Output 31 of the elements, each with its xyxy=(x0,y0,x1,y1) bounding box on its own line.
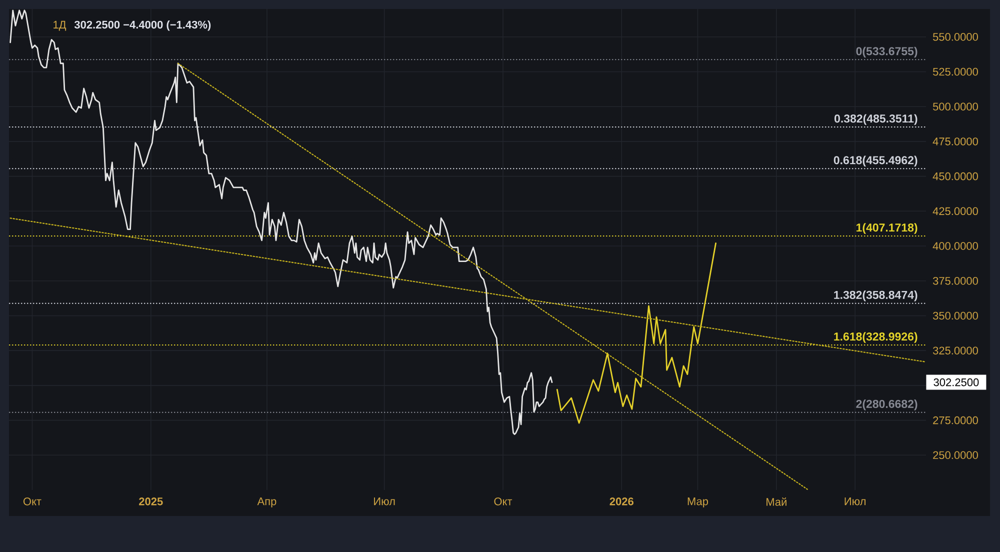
y-tick-label: 500.0000 xyxy=(932,102,978,110)
y-tick-label: 250.0000 xyxy=(933,451,978,460)
ref-line-label: 1.618(328.9926) xyxy=(834,332,918,343)
y-tick-label: 475.0000 xyxy=(932,138,978,146)
x-tick-label: Окт xyxy=(23,498,42,506)
y-tick-label: 375.0000 xyxy=(932,276,978,285)
x-tick-label: Апр xyxy=(257,498,276,508)
y-tick-label: 325.0000 xyxy=(932,346,978,354)
ref-line-label: 0(533.6755) xyxy=(856,46,918,58)
x-tick-label: Окт xyxy=(494,498,512,506)
ref-line-label: 0.382(485.3511) xyxy=(834,114,918,125)
y-tick-label: 400.0000 xyxy=(932,242,978,250)
text: 302.2500 xyxy=(934,378,979,386)
ref-line-label: 0.618(455.4962) xyxy=(834,156,918,167)
x-tick-label: Июл xyxy=(374,498,395,506)
x-tick-label: Мар xyxy=(688,498,708,508)
y-tick-label: 275.0000 xyxy=(933,416,978,424)
y-tick-label: 350.0000 xyxy=(932,312,978,320)
y-tick-label: 550.0000 xyxy=(932,33,978,41)
text: 302.2500 −4.4000 (−1.43%) xyxy=(74,20,211,31)
y-tick-label: 450.0000 xyxy=(932,172,978,180)
text: 1Д xyxy=(54,20,66,31)
ref-line-label: 1(407.1718) xyxy=(856,223,918,234)
x-tick-label: Июл xyxy=(844,498,866,506)
x-tick-label: 2025 xyxy=(139,498,163,506)
x-tick-label: 2026 xyxy=(610,498,634,506)
ref-line-label: 1.382(358.8474) xyxy=(834,290,918,302)
y-tick-label: 525.0000 xyxy=(932,68,978,76)
y-tick-label: 425.0000 xyxy=(932,207,978,216)
x-tick-label: Май xyxy=(766,498,786,506)
ref-line-label: 2(280.6682) xyxy=(856,400,918,410)
